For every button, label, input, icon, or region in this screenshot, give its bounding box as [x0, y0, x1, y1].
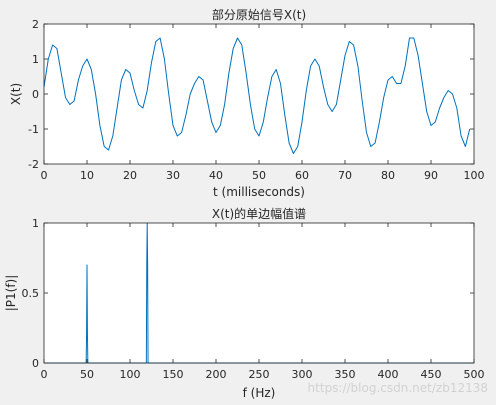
x-tick-label: 400	[378, 368, 399, 381]
chart-title: 部分原始信号X(t)	[212, 7, 306, 22]
x-axis-label: f (Hz)	[243, 386, 276, 400]
x-tick-label: 500	[464, 368, 485, 381]
y-tick-label: 1	[32, 217, 39, 230]
x-tick-label: 450	[421, 368, 442, 381]
plot-area	[44, 223, 474, 363]
chart-amplitude-spectrum: 0 50 100 150 200 250 300 350 400 450 500 0 0.5 1 X(t)的…	[4, 206, 485, 400]
y-tick-label: 2	[32, 18, 39, 31]
y-tick-label: -2	[28, 158, 39, 171]
y-axis-label: X(t)	[9, 83, 23, 105]
chart-time-signal: 0 10 20 30 40 50 60 70 80 90 100 -2 -1 0 1 2 部分原始信号X(t) t…	[9, 7, 485, 199]
x-tick-label: 350	[335, 368, 356, 381]
x-tick-label: 60	[295, 169, 309, 182]
x-tick-label: 100	[464, 169, 485, 182]
y-tick-label: 0	[32, 88, 39, 101]
x-tick-label: 90	[424, 169, 438, 182]
x-tick-label: 100	[120, 368, 141, 381]
x-tick-label: 50	[252, 169, 266, 182]
x-tick-label: 80	[381, 169, 395, 182]
x-tick-label: 200	[206, 368, 227, 381]
y-tick-label: 0	[32, 357, 39, 370]
x-tick-label: 20	[123, 169, 137, 182]
y-axis-label: |P1(f)|	[4, 275, 18, 312]
x-tick-label: 150	[163, 368, 184, 381]
x-axis-label: t (milliseconds)	[213, 185, 305, 199]
x-tick-label: 50	[80, 368, 94, 381]
x-tick-label: 70	[338, 169, 352, 182]
watermark: https://blog.csdn.net/zb12138	[308, 381, 488, 395]
x-tick-label: 40	[209, 169, 223, 182]
series-line	[43, 37, 471, 154]
plot-area	[44, 24, 474, 164]
x-tick-label: 0	[41, 368, 48, 381]
chart-title: X(t)的单边幅值谱	[212, 206, 306, 221]
x-tick-label: 300	[292, 368, 313, 381]
y-tick-label: 1	[32, 53, 39, 66]
x-tick-label: 30	[166, 169, 180, 182]
y-tick-label: -1	[28, 123, 39, 136]
x-tick-label: 10	[80, 169, 94, 182]
y-tick-label: 0.5	[22, 287, 40, 300]
x-tick-label: 0	[41, 169, 48, 182]
x-tick-label: 250	[249, 368, 270, 381]
